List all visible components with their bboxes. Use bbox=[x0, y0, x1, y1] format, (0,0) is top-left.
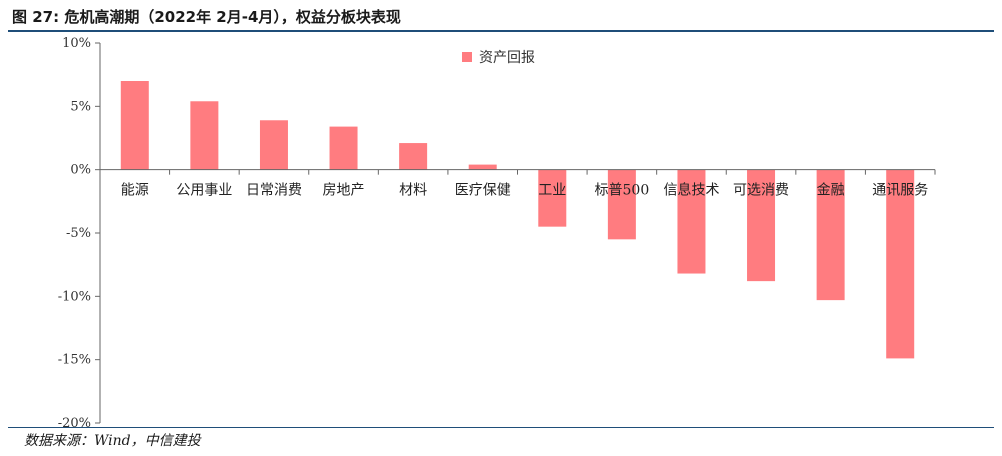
category-label: 房地产 bbox=[323, 183, 365, 199]
figure-title: 图 27: 危机高潮期（2022年 2月-4月），权益分板块表现 bbox=[12, 8, 401, 26]
bar bbox=[747, 169, 776, 282]
category-label: 工业 bbox=[538, 183, 566, 199]
y-axis: 10% 5% 0% -5% -10% -15% -20% bbox=[58, 36, 101, 431]
bar bbox=[538, 169, 567, 227]
category-label: 能源 bbox=[121, 183, 149, 199]
category-label: 日常消费 bbox=[246, 183, 302, 199]
bar bbox=[607, 169, 636, 240]
category-label: 通讯服务 bbox=[872, 183, 928, 199]
category-label: 标普500 bbox=[595, 183, 650, 199]
legend-swatch bbox=[462, 52, 472, 62]
y-tick-label: -10% bbox=[58, 289, 91, 304]
bar bbox=[190, 101, 219, 170]
bar bbox=[886, 169, 915, 359]
legend-label: 资产回报 bbox=[479, 50, 535, 66]
bars bbox=[120, 81, 915, 359]
y-tick-label: -15% bbox=[58, 353, 91, 368]
title-rule bbox=[8, 30, 994, 32]
category-label: 可选消费 bbox=[733, 183, 789, 199]
category-label: 医疗保健 bbox=[455, 183, 511, 199]
bar bbox=[259, 120, 288, 170]
source-note: 数据来源：Wind，中信建投 bbox=[24, 433, 201, 449]
category-label: 金融 bbox=[817, 183, 845, 199]
bar bbox=[816, 169, 845, 301]
bar bbox=[677, 169, 706, 274]
source-rule bbox=[8, 427, 994, 428]
y-tick-label: -20% bbox=[58, 416, 91, 431]
bar bbox=[329, 126, 358, 170]
y-tick-label: 5% bbox=[70, 99, 91, 114]
x-axis: 能源 公用事业 日常消费 房地产 材料 医疗保健 工业 标普500 信息技术 可选消费 金融 通讯服务 bbox=[99, 169, 936, 199]
category-label: 信息技术 bbox=[663, 182, 719, 199]
legend: 资产回报 bbox=[462, 50, 535, 66]
y-tick-label: 0% bbox=[70, 163, 91, 178]
bar bbox=[399, 143, 428, 170]
bar bbox=[120, 81, 149, 170]
category-label: 公用事业 bbox=[176, 183, 232, 199]
category-label: 材料 bbox=[399, 183, 427, 199]
bar bbox=[468, 164, 497, 170]
y-tick-label: -5% bbox=[66, 226, 91, 241]
y-tick-label: 10% bbox=[62, 36, 91, 51]
